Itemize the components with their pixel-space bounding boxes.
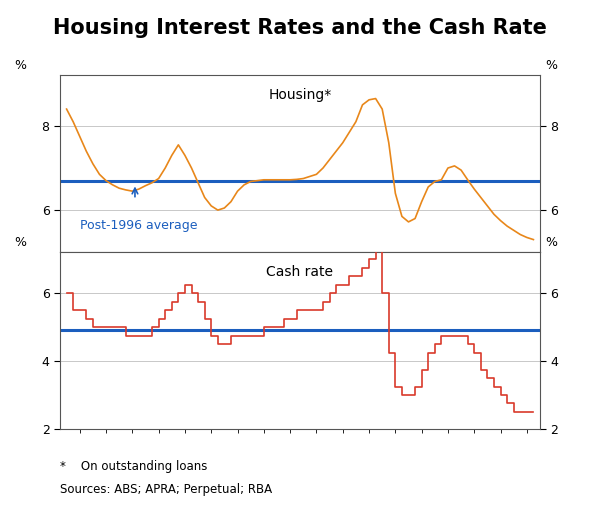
Text: Cash rate: Cash rate [266,265,334,279]
Text: Post-1996 average: Post-1996 average [80,219,197,232]
Text: %: % [545,236,557,249]
Text: Sources: ABS; APRA; Perpetual; RBA: Sources: ABS; APRA; Perpetual; RBA [60,483,272,496]
Text: Housing*: Housing* [268,88,332,102]
Text: *    On outstanding loans: * On outstanding loans [60,460,208,473]
Text: %: % [14,236,26,249]
Text: %: % [545,59,557,72]
Text: Housing Interest Rates and the Cash Rate: Housing Interest Rates and the Cash Rate [53,18,547,38]
Text: %: % [14,59,26,72]
